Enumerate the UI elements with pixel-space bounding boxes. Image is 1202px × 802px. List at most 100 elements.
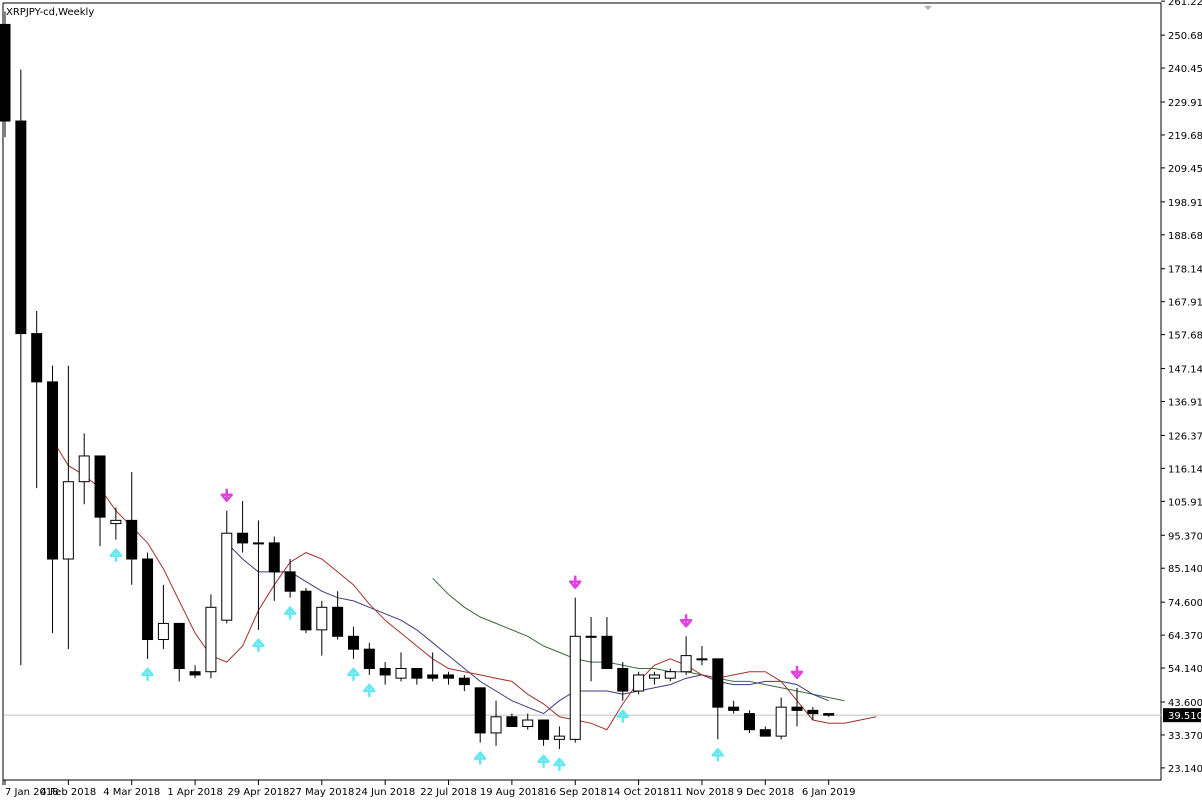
candle <box>284 559 296 598</box>
symbol-title: XRPJPY-cd,Weekly <box>6 7 95 18</box>
candle-body <box>395 668 407 679</box>
candle <box>252 520 264 630</box>
candle-body <box>237 532 249 544</box>
candle <box>490 700 502 746</box>
candle <box>791 687 803 727</box>
candle-body <box>664 671 676 679</box>
x-tick-label: 27 May 2018 <box>289 787 354 798</box>
candle-body <box>648 674 660 679</box>
x-tick-label: 29 Apr 2018 <box>228 787 290 798</box>
candle-body <box>601 635 613 670</box>
candle-body <box>379 668 391 676</box>
candle-body <box>458 677 470 686</box>
candle <box>142 552 154 659</box>
x-tick-label: 22 Jul 2018 <box>420 787 477 798</box>
x-tick-label: 19 Aug 2018 <box>480 787 544 798</box>
candle <box>110 507 122 540</box>
y-axis: 261.220 250.680 240.450 229.910 219.680 209.4… <box>1161 0 1202 775</box>
candle <box>759 726 771 737</box>
y-tick-label: 198.910 <box>1168 198 1202 209</box>
candle-body <box>157 622 169 641</box>
candle-body <box>569 635 581 740</box>
candle <box>47 365 59 634</box>
candle-body <box>110 519 122 525</box>
candle <box>94 455 106 547</box>
candle <box>332 591 344 640</box>
y-tick-label: 95.370 <box>1168 531 1202 542</box>
candle <box>411 668 423 685</box>
candle <box>268 536 280 601</box>
candles <box>0 11 835 750</box>
candle <box>173 622 185 682</box>
candle <box>553 726 565 750</box>
candle <box>316 600 328 656</box>
y-tick-label: 64.370 <box>1168 631 1202 642</box>
candle <box>601 616 613 670</box>
scroll-marker-icon[interactable] <box>924 6 932 10</box>
ma-slow-line <box>432 577 845 702</box>
candle-body <box>427 674 439 679</box>
candle-body <box>189 671 201 676</box>
candle-body <box>759 729 771 737</box>
fractal-up-arrow-icon <box>141 667 154 681</box>
ma_slow-line <box>432 577 845 702</box>
x-tick-label: 6 Jan 2019 <box>802 787 856 798</box>
candle <box>648 671 660 685</box>
candle <box>474 687 486 743</box>
y-tick-label: 261.220 <box>1168 0 1202 8</box>
candle-body <box>474 687 486 734</box>
candle-body <box>807 709 819 715</box>
candle <box>78 433 90 505</box>
y-tick-label: 116.140 <box>1168 464 1202 475</box>
y-tick-label: 229.910 <box>1168 98 1202 109</box>
candle <box>205 594 217 679</box>
fractal-up-arrow-icon <box>537 754 550 768</box>
candle <box>585 616 597 682</box>
candle <box>221 510 233 624</box>
candle-body <box>506 716 518 727</box>
candle <box>458 674 470 692</box>
candle <box>31 311 43 489</box>
candle-body <box>221 532 233 621</box>
fractal-up-arrow-icon <box>109 548 123 562</box>
current-price-tag: 39.510 <box>1163 708 1202 723</box>
candle-body <box>728 706 740 711</box>
candle-body <box>316 606 328 631</box>
fractal-up-arrow-icon <box>363 683 376 697</box>
candle-body <box>696 658 708 661</box>
candle-body <box>252 542 264 545</box>
candle <box>680 636 692 675</box>
candle <box>728 700 740 714</box>
y-tick-label: 33.370 <box>1168 731 1202 742</box>
candle-body <box>31 333 43 383</box>
candle-body <box>126 519 138 560</box>
price-tag-label: 39.510 <box>1168 711 1202 722</box>
candle <box>347 626 359 659</box>
ma_fast-line <box>52 439 877 731</box>
plot-frame <box>2 2 1162 781</box>
candle-body <box>633 674 645 692</box>
y-tick-label: 209.450 <box>1168 164 1202 175</box>
candle-body <box>490 716 502 734</box>
fractal-up-arrow-icon <box>473 751 487 765</box>
candle <box>126 472 138 585</box>
candle-body <box>0 23 11 122</box>
candle <box>743 710 755 733</box>
candle-body <box>363 648 375 670</box>
y-tick-label: 105.910 <box>1168 497 1202 508</box>
candle-body <box>585 635 597 638</box>
y-tick-label: 219.680 <box>1168 131 1202 142</box>
candle-body <box>347 635 359 650</box>
candle <box>363 642 375 675</box>
ma-fast-line <box>52 439 877 731</box>
y-tick-label: 136.910 <box>1168 398 1202 409</box>
candle-body <box>617 668 629 692</box>
x-tick-label: 14 Oct 2018 <box>608 787 670 798</box>
candle-body <box>142 558 154 641</box>
fractal-up-arrow-icon <box>711 748 725 762</box>
x-tick-label: 16 Sep 2018 <box>544 787 607 798</box>
fractal-up-arrow-icon <box>347 667 360 681</box>
ma_mid-line <box>226 542 829 715</box>
